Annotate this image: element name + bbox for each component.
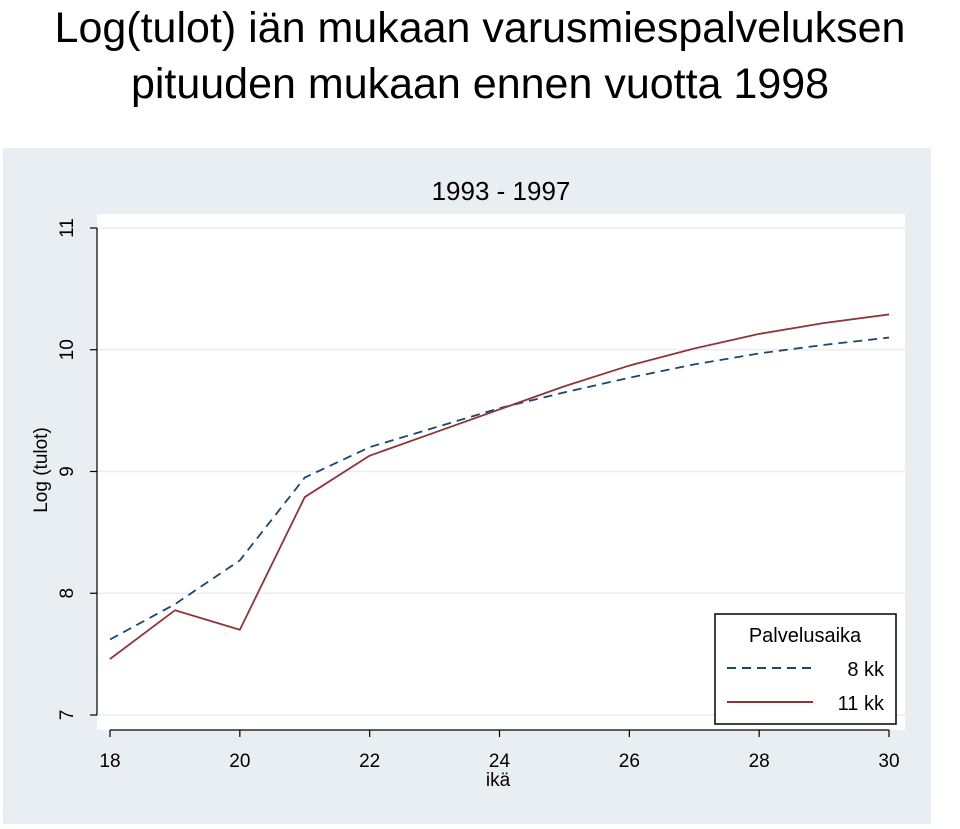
y-tick-label-9: 9: [57, 466, 78, 477]
x-tick-label-26: 26: [619, 751, 640, 772]
chart-frame: 1993 - 1997 7 8 9 10 11 18 20 22 24 26 28 30 ikä Lo…: [3, 148, 931, 824]
line-chart: 1993 - 1997 7 8 9 10 11 18 20 22 24 26 28 30 ikä Lo…: [3, 148, 931, 824]
series-line-8kk: [109, 336, 890, 641]
series-line-11kk: [109, 313, 890, 660]
x-tick-label-30: 30: [878, 751, 899, 772]
legend-label-8kk: 8 kk: [847, 659, 885, 681]
chart-title: 1993 - 1997: [432, 176, 571, 206]
slide-title-line-2: pituuden mukaan ennen vuotta 1998: [130, 60, 830, 108]
legend-label-11kk: 11 kk: [838, 693, 885, 715]
y-tick-label-7: 7: [57, 710, 78, 721]
x-tick-label-22: 22: [359, 751, 380, 772]
y-tick-label-11: 11: [57, 218, 78, 238]
axes: 7 8 9 10 11 18 20 22 24 26 28 30: [57, 218, 900, 772]
x-tick-label-18: 18: [99, 751, 120, 772]
y-tick-label-10: 10: [57, 339, 78, 360]
x-axis-label: ikä: [486, 770, 511, 791]
x-tick-label-20: 20: [229, 751, 250, 772]
gridlines: [97, 227, 905, 716]
legend-title: Palvelusaika: [749, 625, 862, 647]
series-lines: [109, 313, 890, 660]
slide-title: Log(tulot) iän mukaan varusmiespalveluks…: [0, 0, 960, 112]
x-tick-label-28: 28: [749, 751, 770, 772]
legend: Palvelusaika 8 kk 11 kk: [714, 613, 897, 725]
y-axis-label: Log (tulot): [31, 427, 52, 513]
y-tick-label-8: 8: [57, 588, 78, 599]
slide-title-line-1: Log(tulot) iän mukaan varusmiespalveluks…: [54, 4, 906, 52]
x-tick-label-24: 24: [489, 751, 511, 772]
